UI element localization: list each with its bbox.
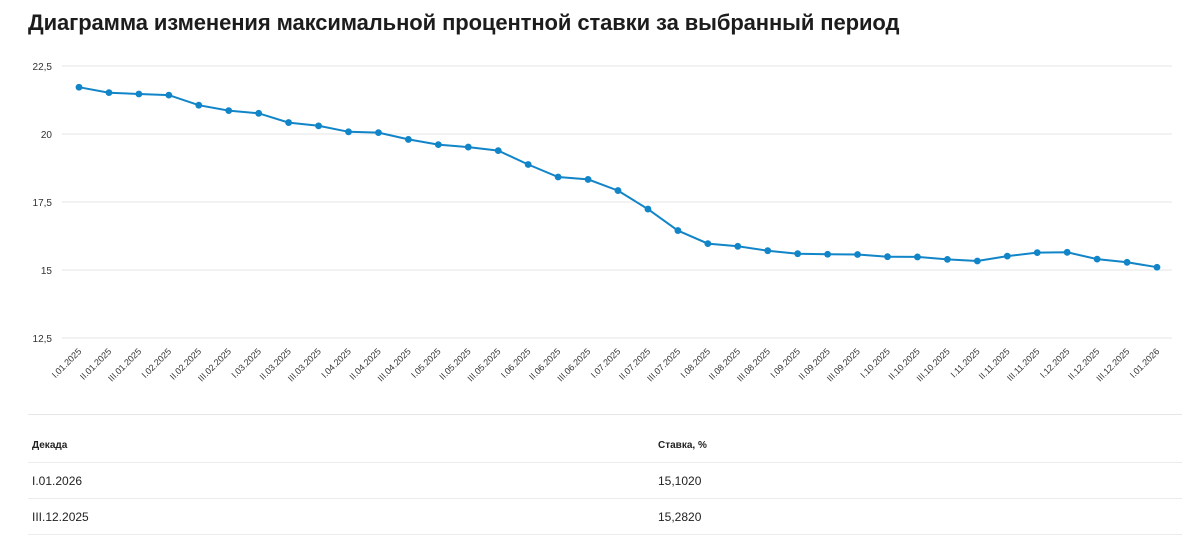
chart-gridlines (62, 65, 1172, 339)
y-tick-label: 15 (41, 266, 53, 277)
data-point[interactable] (464, 143, 472, 151)
data-point[interactable] (285, 119, 293, 126)
data-point[interactable] (1093, 255, 1101, 263)
y-tick-label: 20 (41, 130, 53, 141)
row-period: I.01.2026 (32, 473, 83, 488)
chart-x-tick-labels: I.01.2025II.01.2025III.01.2025I.02.2025I… (50, 346, 1162, 383)
column-header-rate: Ставка, % (658, 439, 707, 451)
chart-data-points (75, 83, 1161, 271)
data-point[interactable] (943, 255, 951, 263)
rate-table: Декада Ставка, % I.01.2026 15,1020 III.1… (28, 428, 1182, 535)
data-point[interactable] (375, 129, 382, 137)
data-point[interactable] (165, 91, 173, 99)
chart-divider (28, 414, 1182, 415)
y-tick-label: 22,5 (33, 62, 53, 73)
row-rate: 15,1020 (658, 473, 702, 488)
data-point[interactable] (315, 122, 322, 130)
data-point[interactable] (674, 227, 682, 234)
data-point[interactable] (794, 250, 802, 258)
data-point[interactable] (225, 107, 233, 115)
data-point[interactable] (614, 187, 622, 194)
column-header-period: Декада (32, 439, 68, 451)
data-point[interactable] (914, 253, 921, 261)
table-row: III.12.2025 15,2820 (28, 499, 1182, 535)
y-tick-label: 12,5 (33, 334, 53, 345)
data-point[interactable] (704, 240, 712, 248)
data-point[interactable] (584, 176, 592, 183)
chart-y-tick-labels: 22,5 20 17,5 15 12,5 (33, 62, 53, 345)
data-point[interactable] (195, 101, 203, 109)
data-point[interactable] (973, 257, 981, 265)
data-point[interactable] (494, 147, 502, 154)
rate-line-chart: 22,5 20 17,5 15 12,5 I.01.2025II.01.2025III.… (33, 62, 1172, 383)
table-header-row: Декада Ставка, % (28, 428, 1182, 463)
row-period: III.12.2025 (32, 509, 89, 524)
table-row: I.01.2026 15,1020 (28, 463, 1182, 499)
data-point[interactable] (764, 247, 772, 255)
data-point[interactable] (734, 242, 742, 250)
data-point[interactable] (135, 90, 143, 98)
data-point[interactable] (434, 141, 442, 149)
data-point[interactable] (345, 128, 352, 136)
data-point[interactable] (1153, 263, 1161, 271)
page-title: Диаграмма изменения максимальной процент… (28, 10, 900, 35)
data-point[interactable] (854, 251, 861, 258)
data-point[interactable] (1123, 258, 1131, 266)
rate-series-line (78, 86, 1158, 269)
data-point[interactable] (255, 109, 263, 117)
data-point[interactable] (644, 205, 652, 213)
data-point[interactable] (105, 89, 113, 97)
data-point[interactable] (1003, 252, 1011, 260)
data-point[interactable] (824, 250, 832, 258)
data-point[interactable] (404, 136, 412, 143)
x-tick-label: III.11.2025 (1005, 346, 1042, 383)
data-point[interactable] (524, 161, 532, 168)
data-point[interactable] (1063, 248, 1071, 256)
data-point[interactable] (1033, 249, 1041, 256)
x-tick-label: I.01.2026 (1128, 346, 1162, 380)
y-tick-label: 17,5 (33, 198, 53, 209)
row-rate: 15,2820 (658, 509, 702, 524)
data-point[interactable] (554, 173, 562, 181)
data-point[interactable] (884, 253, 891, 261)
data-point[interactable] (75, 83, 83, 91)
